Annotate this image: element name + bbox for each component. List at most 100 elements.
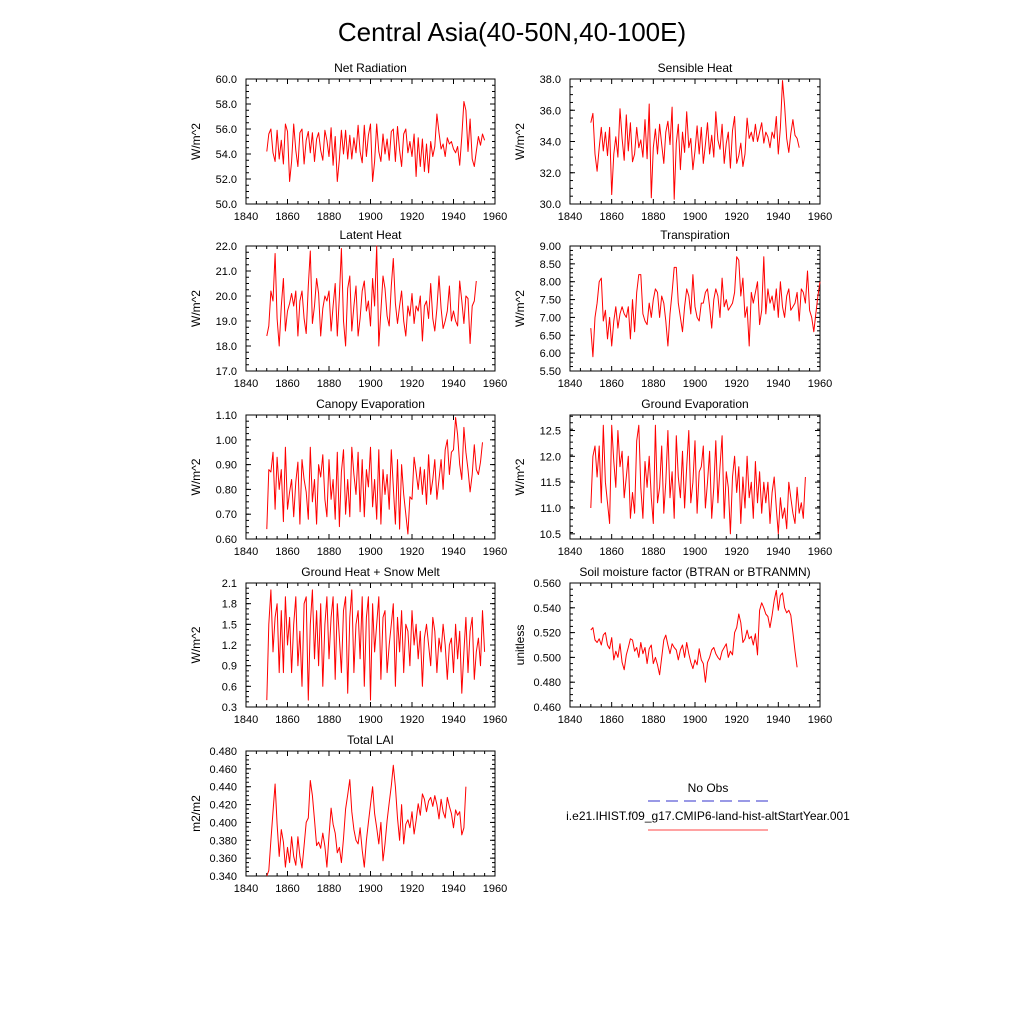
x-tick-label: 1900 xyxy=(358,546,382,558)
panel-7: Ground Heat + Snow Melt W/m^2 1840 1860 1880… xyxy=(189,565,507,726)
y-tick-label: 12.0 xyxy=(540,451,561,463)
y-axis-label: W/m^2 xyxy=(189,626,203,663)
x-tick-label: 1940 xyxy=(766,211,790,223)
y-tick-label: 34.0 xyxy=(540,137,561,149)
y-axis-label: W/m^2 xyxy=(513,123,527,160)
legend-label-model-run: i.e21.IHIST.f09_g17.CMIP6-land-hist-altS… xyxy=(566,809,850,823)
y-tick-label: 0.440 xyxy=(209,782,237,794)
figure-title: Central Asia(40-50N,40-100E) xyxy=(338,17,686,47)
x-tick-label: 1920 xyxy=(400,714,424,726)
x-tick-label: 1840 xyxy=(234,211,258,223)
plot-frame xyxy=(245,750,496,877)
y-tick-label: 9.00 xyxy=(540,241,561,253)
series-line xyxy=(266,101,486,182)
x-tick-label: 1900 xyxy=(683,378,707,390)
x-tick-label: 1840 xyxy=(234,378,258,390)
y-tick-label: 5.50 xyxy=(540,366,561,378)
panel-title: Canopy Evaporation xyxy=(316,397,425,411)
legend: No Obs i.e21.IHIST.f09_g17.CMIP6-land-hi… xyxy=(566,781,850,831)
legend-label-no-obs: No Obs xyxy=(688,781,729,795)
x-tick-label: 1940 xyxy=(766,546,790,558)
y-tick-label: 50.0 xyxy=(216,199,237,211)
y-axis-label: W/m^2 xyxy=(189,123,203,160)
y-tick-label: 0.480 xyxy=(209,746,237,758)
x-tick-label: 1860 xyxy=(599,378,623,390)
x-tick-label: 1880 xyxy=(641,211,665,223)
x-tick-label: 1880 xyxy=(641,714,665,726)
x-tick-label: 1840 xyxy=(558,211,582,223)
series-line xyxy=(266,245,477,347)
x-tick-label: 1880 xyxy=(317,211,341,223)
y-tick-label: 1.2 xyxy=(222,640,237,652)
y-tick-label: 19.0 xyxy=(216,316,237,328)
y-tick-label: 38.0 xyxy=(540,74,561,86)
x-tick-label: 1840 xyxy=(558,546,582,558)
x-tick-label: 1960 xyxy=(808,378,832,390)
y-tick-label: 20.0 xyxy=(216,291,237,303)
y-tick-label: 1.10 xyxy=(216,410,237,422)
plot-frame xyxy=(569,414,821,540)
x-tick-label: 1960 xyxy=(808,714,832,726)
y-tick-label: 0.560 xyxy=(533,578,561,590)
x-tick-label: 1860 xyxy=(599,211,623,223)
y-tick-label: 0.340 xyxy=(209,871,237,883)
y-tick-label: 0.3 xyxy=(222,702,237,714)
panel-title: Ground Heat + Snow Melt xyxy=(301,565,440,579)
y-tick-label: 1.8 xyxy=(222,599,237,611)
y-tick-label: 1.5 xyxy=(222,619,237,631)
x-tick-label: 1860 xyxy=(599,714,623,726)
panel-6: Ground Evaporation W/m^2 1840 1860 1880 1900 1… xyxy=(513,397,832,558)
x-tick-label: 1920 xyxy=(400,211,424,223)
panel-5: Canopy Evaporation W/m^2 1840 1860 1880 1900 1… xyxy=(189,397,507,558)
x-tick-label: 1900 xyxy=(358,714,382,726)
y-tick-label: 0.540 xyxy=(533,603,561,615)
x-tick-label: 1880 xyxy=(641,378,665,390)
y-tick-label: 6.00 xyxy=(540,348,561,360)
x-tick-label: 1880 xyxy=(641,546,665,558)
x-tick-label: 1880 xyxy=(317,546,341,558)
y-tick-label: 36.0 xyxy=(540,105,561,117)
x-tick-label: 1960 xyxy=(483,211,507,223)
panel-title: Ground Evaporation xyxy=(641,397,748,411)
x-tick-label: 1860 xyxy=(275,714,299,726)
x-tick-label: 1900 xyxy=(683,546,707,558)
y-tick-label: 0.500 xyxy=(533,652,561,664)
y-tick-label: 0.420 xyxy=(209,800,237,812)
y-tick-label: 0.380 xyxy=(209,835,237,847)
x-tick-label: 1960 xyxy=(483,546,507,558)
x-tick-label: 1900 xyxy=(358,883,382,895)
x-tick-label: 1840 xyxy=(558,714,582,726)
panel-title: Soil moisture factor (BTRAN or BTRANMN) xyxy=(579,565,810,579)
x-tick-label: 1940 xyxy=(441,378,465,390)
x-tick-label: 1900 xyxy=(358,378,382,390)
x-tick-label: 1940 xyxy=(441,883,465,895)
x-tick-label: 1880 xyxy=(317,378,341,390)
x-tick-label: 1960 xyxy=(808,546,832,558)
y-tick-label: 0.90 xyxy=(216,460,237,472)
y-tick-label: 6.50 xyxy=(540,330,561,342)
panel-4: Transpiration W/m^2 1840 1860 1880 1900 1920 19… xyxy=(513,228,832,390)
panel-title: Transpiration xyxy=(660,228,730,242)
x-tick-label: 1960 xyxy=(483,883,507,895)
y-tick-label: 54.0 xyxy=(216,149,237,161)
plot-frame xyxy=(569,78,821,205)
y-tick-label: 11.0 xyxy=(540,503,561,515)
x-tick-label: 1840 xyxy=(558,378,582,390)
panel-title: Sensible Heat xyxy=(658,61,733,75)
y-tick-label: 60.0 xyxy=(216,74,237,86)
panel-1: Net Radiation W/m^2 1840 1860 1880 1900 1920 19… xyxy=(189,61,507,223)
series-line xyxy=(590,80,800,200)
x-tick-label: 1840 xyxy=(234,714,258,726)
x-tick-label: 1840 xyxy=(234,883,258,895)
y-tick-label: 11.5 xyxy=(540,477,561,489)
y-tick-label: 58.0 xyxy=(216,99,237,111)
y-axis-label: W/m^2 xyxy=(189,290,203,327)
panel-3: Latent Heat W/m^2 1840 1860 1880 1900 1920 1940… xyxy=(189,228,507,390)
x-tick-label: 1920 xyxy=(400,378,424,390)
y-tick-label: 17.0 xyxy=(216,366,237,378)
x-tick-label: 1840 xyxy=(234,546,258,558)
x-tick-label: 1880 xyxy=(317,714,341,726)
x-tick-label: 1940 xyxy=(441,546,465,558)
panel-8: Soil moisture factor (BTRAN or BTRANMN) u… xyxy=(513,565,832,726)
